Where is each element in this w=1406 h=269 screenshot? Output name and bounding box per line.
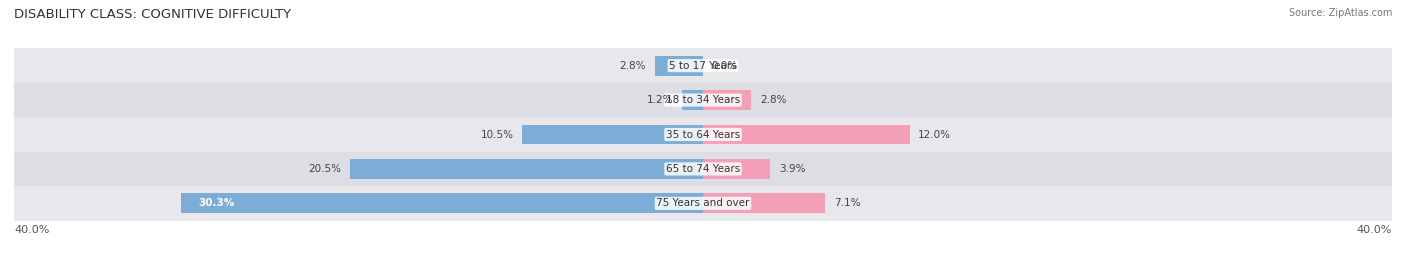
Bar: [522, 125, 703, 144]
Text: 12.0%: 12.0%: [918, 129, 952, 140]
Bar: [14, 152, 1392, 186]
Text: Source: ZipAtlas.com: Source: ZipAtlas.com: [1288, 8, 1392, 18]
Text: 65 to 74 Years: 65 to 74 Years: [666, 164, 740, 174]
Bar: [703, 159, 770, 179]
Bar: [655, 56, 703, 76]
Text: 20.5%: 20.5%: [308, 164, 342, 174]
Text: 75 Years and over: 75 Years and over: [657, 198, 749, 208]
Text: 18 to 34 Years: 18 to 34 Years: [666, 95, 740, 105]
Bar: [14, 117, 1392, 152]
Bar: [703, 125, 910, 144]
Bar: [14, 186, 1392, 221]
Bar: [703, 193, 825, 213]
Text: 10.5%: 10.5%: [481, 129, 513, 140]
Text: 40.0%: 40.0%: [14, 225, 49, 235]
Bar: [703, 90, 751, 110]
Text: 2.8%: 2.8%: [759, 95, 786, 105]
Text: 3.9%: 3.9%: [779, 164, 806, 174]
Bar: [350, 159, 703, 179]
Text: 2.8%: 2.8%: [620, 61, 647, 71]
Text: 40.0%: 40.0%: [1357, 225, 1392, 235]
Text: 30.3%: 30.3%: [198, 198, 235, 208]
Text: 35 to 64 Years: 35 to 64 Years: [666, 129, 740, 140]
Bar: [181, 193, 703, 213]
Text: 5 to 17 Years: 5 to 17 Years: [669, 61, 737, 71]
Text: 7.1%: 7.1%: [834, 198, 860, 208]
Text: 0.0%: 0.0%: [711, 61, 738, 71]
Bar: [14, 83, 1392, 117]
Bar: [682, 90, 703, 110]
Bar: [14, 48, 1392, 83]
Text: 1.2%: 1.2%: [647, 95, 673, 105]
Text: DISABILITY CLASS: COGNITIVE DIFFICULTY: DISABILITY CLASS: COGNITIVE DIFFICULTY: [14, 8, 291, 21]
